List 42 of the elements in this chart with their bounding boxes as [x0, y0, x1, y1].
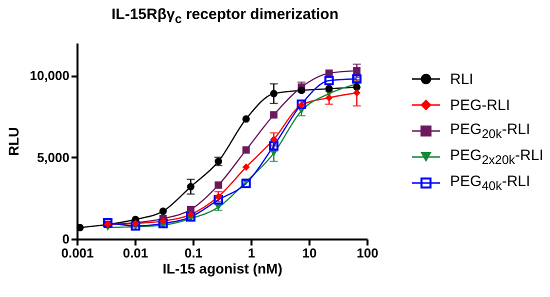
x-tick-label: 1	[248, 246, 256, 260]
legend-label: PEG-RLI	[450, 96, 510, 114]
y-tick-label: 5,000	[36, 150, 70, 165]
point	[214, 195, 224, 205]
legend-label: RLI	[450, 70, 474, 88]
point	[103, 218, 112, 228]
y-tick-label: 10,000	[30, 68, 70, 84]
point	[159, 208, 167, 215]
x-tick-label: 100	[356, 246, 378, 260]
point	[186, 212, 196, 222]
point	[352, 74, 362, 84]
y-tick-label: 0	[62, 232, 70, 246]
x-axis-title: IL-15 agonist (nM)	[162, 260, 282, 276]
x-tick-label: 10	[302, 246, 317, 260]
point	[298, 86, 306, 94]
point	[324, 76, 334, 86]
point	[187, 183, 194, 190]
point	[270, 90, 278, 98]
x-tick-label: 0.001	[61, 246, 94, 260]
point	[353, 89, 361, 97]
point	[325, 85, 333, 92]
point	[270, 111, 278, 119]
point	[325, 94, 333, 102]
point	[242, 163, 250, 171]
point	[130, 221, 140, 231]
legend-label: PEG$_{2x20k}$-RLI	[450, 147, 544, 167]
x-tick-label: 0.01	[122, 246, 148, 260]
point	[270, 136, 278, 144]
point	[353, 83, 361, 91]
chart-title: IL-15Rβγ$_{c}$ receptor dimerization	[110, 6, 340, 26]
point	[214, 181, 222, 189]
legend-label: PEG$_{40k}$-RLI	[450, 173, 530, 193]
y-axis-title: RLU	[6, 127, 22, 156]
point	[242, 146, 250, 154]
point	[158, 218, 168, 228]
legend-label: PEG$_{20k}$-RLI	[450, 121, 530, 141]
point	[214, 192, 222, 200]
point	[159, 217, 167, 225]
point	[242, 115, 250, 123]
point	[241, 178, 251, 188]
x-tick-label: 0.1	[184, 246, 203, 260]
point	[353, 67, 361, 74]
